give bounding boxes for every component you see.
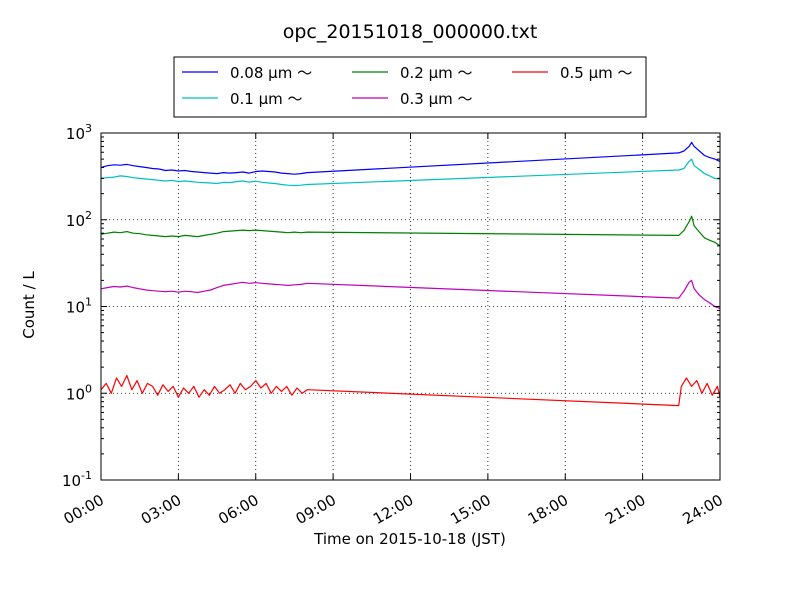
- x-tick-label: 21:00: [602, 491, 648, 528]
- x-tick-label: 00:00: [61, 491, 107, 528]
- legend-label: 0.08 μm ～: [230, 64, 312, 82]
- x-axis-label: Time on 2015-10-18 (JST): [313, 530, 506, 548]
- y-tick-label: 100: [66, 382, 92, 403]
- legend: 0.08 μm ～ 0.1 μm ～ 0.2 μm ～ 0.3 μm ～ 0.5 μm …: [173, 56, 647, 118]
- x-tick-label: 09:00: [293, 491, 339, 528]
- y-tick-label: 103: [66, 122, 92, 143]
- x-tick-label: 12:00: [370, 491, 416, 528]
- series-line-3: [101, 279, 720, 309]
- x-tick-label: 06:00: [215, 491, 261, 528]
- x-tick-label: 15:00: [447, 491, 493, 528]
- series-line-4: [101, 374, 720, 407]
- y-tick-label: 10-1: [62, 469, 92, 490]
- legend-box: [173, 56, 647, 118]
- chart-title: opc_20151018_000000.txt: [283, 21, 538, 43]
- series-line-1: [101, 158, 720, 187]
- y-tick-label: 101: [66, 296, 92, 317]
- y-axis-label: Count / L: [20, 271, 38, 339]
- x-tick-label: 03:00: [138, 491, 184, 528]
- legend-label: 0.2 μm ～: [400, 64, 473, 82]
- legend-label: 0.3 μm ～: [400, 90, 473, 108]
- y-tick-label: 102: [66, 209, 92, 230]
- series-line-0: [101, 141, 720, 175]
- legend-label: 0.1 μm ～: [230, 90, 303, 108]
- plot-area: [101, 133, 720, 480]
- legend-label: 0.5 μm ～: [560, 64, 633, 82]
- x-tick-label: 24:00: [680, 491, 726, 528]
- series-line-2: [101, 215, 720, 247]
- x-tick-label: 18:00: [525, 491, 571, 528]
